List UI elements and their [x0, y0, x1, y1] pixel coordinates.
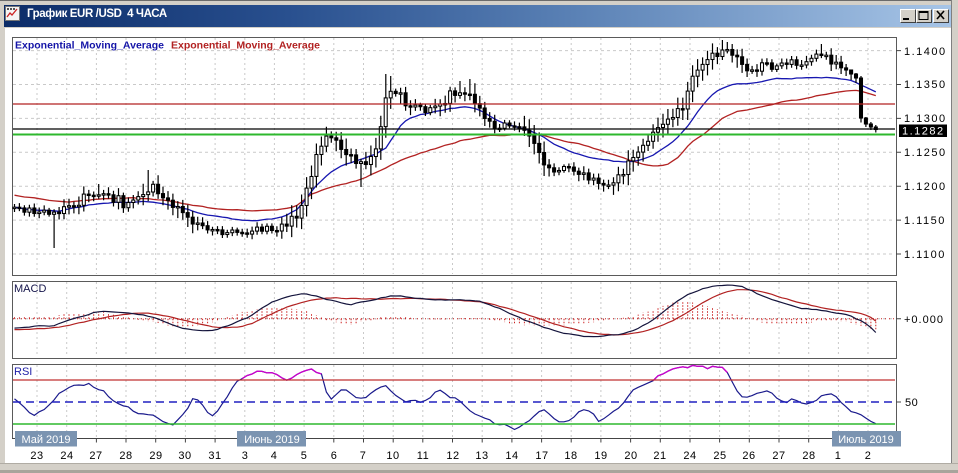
svg-text:1.1350: 1.1350: [904, 79, 947, 91]
svg-text:1.1250: 1.1250: [904, 147, 947, 159]
svg-text:RSI: RSI: [14, 366, 32, 378]
svg-text:1.1282: 1.1282: [902, 126, 945, 138]
svg-text:23: 23: [30, 450, 43, 462]
svg-text:7: 7: [360, 450, 367, 462]
svg-text:1.1100: 1.1100: [904, 249, 946, 261]
svg-text:29: 29: [149, 450, 162, 462]
svg-text:13: 13: [475, 450, 488, 462]
svg-text:3: 3: [242, 450, 249, 462]
svg-text:21: 21: [653, 450, 666, 462]
svg-text:24: 24: [60, 450, 73, 462]
svg-text:1.1200: 1.1200: [904, 181, 947, 193]
svg-text:50: 50: [905, 397, 918, 409]
svg-text:28: 28: [119, 450, 132, 462]
svg-text:4: 4: [271, 450, 278, 462]
svg-text:18: 18: [564, 450, 577, 462]
svg-text:Exponential_Moving_Average: Exponential_Moving_Average: [15, 40, 164, 52]
svg-text:11: 11: [417, 450, 429, 462]
svg-text:27: 27: [89, 450, 102, 462]
svg-text:MACD: MACD: [14, 283, 46, 295]
svg-text:31: 31: [208, 450, 221, 462]
svg-text:5: 5: [301, 450, 308, 462]
svg-text:26: 26: [742, 450, 755, 462]
svg-text:1.1150: 1.1150: [904, 215, 946, 227]
svg-text:+0.000: +0.000: [904, 314, 944, 326]
svg-text:Июнь 2019: Июнь 2019: [244, 434, 300, 446]
svg-text:Exponential_Moving_Average: Exponential_Moving_Average: [171, 40, 320, 52]
svg-text:2: 2: [865, 450, 872, 462]
svg-text:12: 12: [446, 450, 459, 462]
svg-text:1.1300: 1.1300: [904, 113, 947, 125]
svg-text:Июль 2019: Июль 2019: [838, 434, 894, 446]
svg-text:28: 28: [802, 450, 815, 462]
svg-text:1: 1: [835, 450, 842, 462]
svg-text:14: 14: [505, 450, 518, 462]
svg-text:25: 25: [713, 450, 726, 462]
svg-text:19: 19: [594, 450, 607, 462]
svg-text:24: 24: [683, 450, 696, 462]
svg-text:30: 30: [178, 450, 191, 462]
svg-text:27: 27: [772, 450, 785, 462]
svg-text:17: 17: [535, 450, 548, 462]
svg-text:10: 10: [386, 450, 399, 462]
svg-text:6: 6: [331, 450, 338, 462]
svg-text:Май 2019: Май 2019: [21, 434, 70, 446]
svg-text:1.1400: 1.1400: [904, 46, 947, 58]
svg-text:20: 20: [624, 450, 637, 462]
